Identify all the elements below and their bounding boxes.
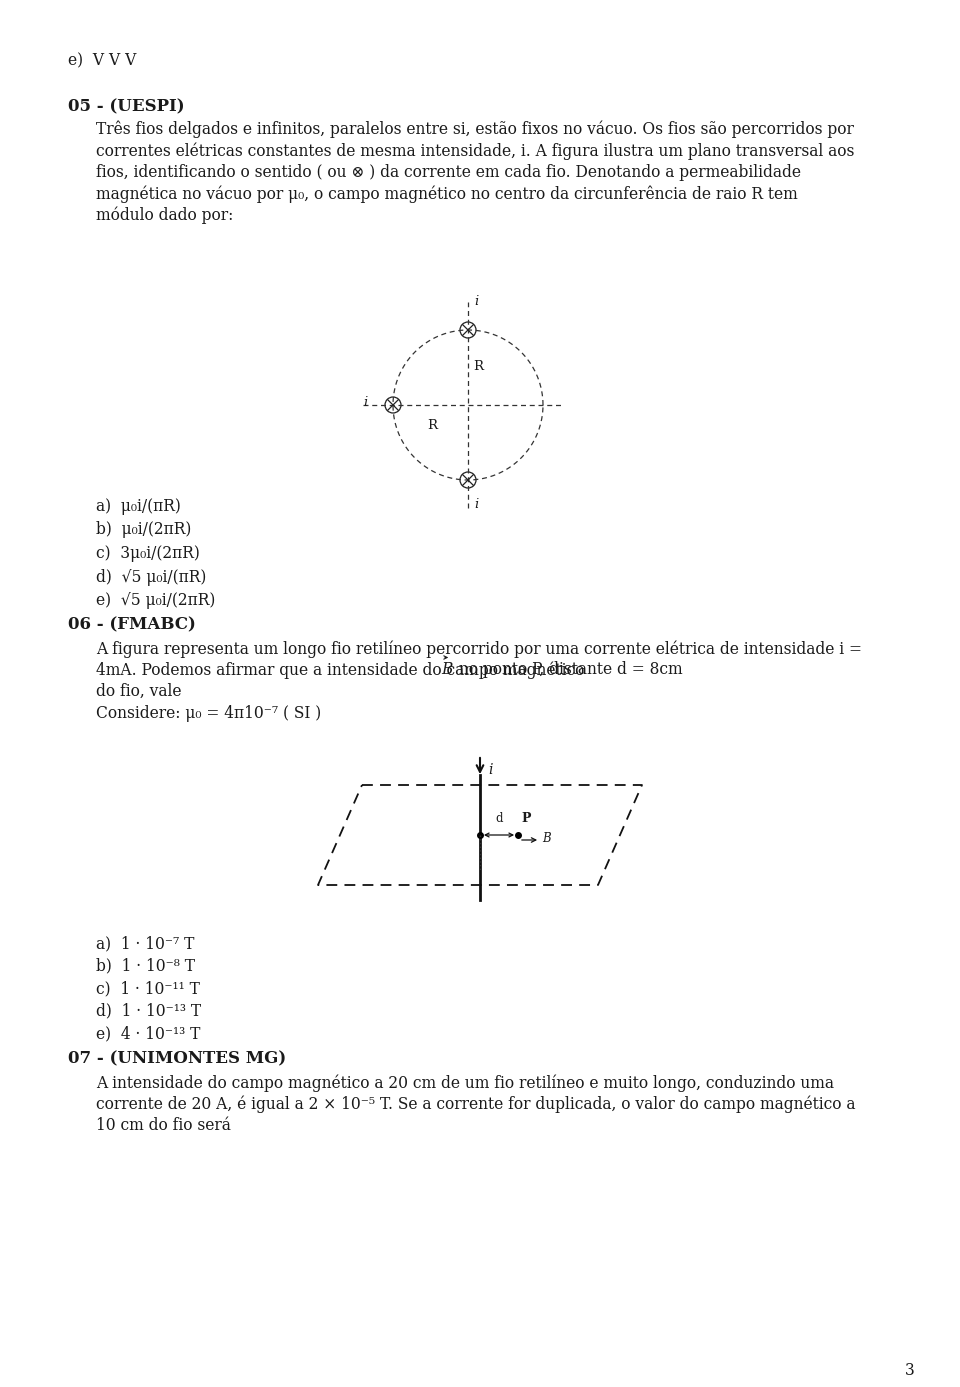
- Text: corrente de 20 A, é igual a 2 × 10⁻⁵ T. Se a corrente for duplicada, o valor do : corrente de 20 A, é igual a 2 × 10⁻⁵ T. …: [96, 1096, 855, 1112]
- Text: B: B: [442, 662, 452, 678]
- Text: 05 - (UESPI): 05 - (UESPI): [68, 98, 184, 115]
- Text: d)  √5 μ₀i/(πR): d) √5 μ₀i/(πR): [96, 569, 206, 585]
- Text: Três fios delgados e infinitos, paralelos entre si, estão fixos no vácuo. Os fio: Três fios delgados e infinitos, paralelo…: [96, 121, 853, 139]
- Text: módulo dado por:: módulo dado por:: [96, 207, 233, 225]
- Text: P: P: [521, 811, 531, 825]
- Text: e)  V V V: e) V V V: [68, 51, 136, 69]
- Text: d)  1 · 10⁻¹³ T: d) 1 · 10⁻¹³ T: [96, 1003, 202, 1019]
- Text: 4mA. Podemos afirmar que a intensidade do campo magnético: 4mA. Podemos afirmar que a intensidade d…: [96, 662, 594, 680]
- Text: e)  √5 μ₀i/(2πR): e) √5 μ₀i/(2πR): [96, 592, 215, 609]
- Text: do fio, vale: do fio, vale: [96, 682, 181, 700]
- Text: a)  μ₀i/(πR): a) μ₀i/(πR): [96, 498, 180, 515]
- Text: A intensidade do campo magnético a 20 cm de um fio retilíneo e muito longo, cond: A intensidade do campo magnético a 20 cm…: [96, 1074, 834, 1092]
- Text: Considere: μ₀ = 4π10⁻⁷ ( SI ): Considere: μ₀ = 4π10⁻⁷ ( SI ): [96, 705, 322, 721]
- Text: 07 - (UNIMONTES MG): 07 - (UNIMONTES MG): [68, 1050, 286, 1067]
- Text: c)  3μ₀i/(2πR): c) 3μ₀i/(2πR): [96, 545, 200, 562]
- Text: d: d: [495, 811, 503, 825]
- Text: correntes elétricas constantes de mesma intensidade, i. A figura ilustra um plan: correntes elétricas constantes de mesma …: [96, 143, 854, 160]
- Text: i: i: [364, 397, 368, 409]
- Text: 10 cm do fio será: 10 cm do fio será: [96, 1117, 230, 1135]
- Text: a)  1 · 10⁻⁷ T: a) 1 · 10⁻⁷ T: [96, 935, 194, 951]
- Text: A figura representa um longo fio retilíneo percorrido por uma corrente elétrica : A figura representa um longo fio retilín…: [96, 639, 862, 657]
- Text: magnética no vácuo por μ₀, o campo magnético no centro da circunferência de raio: magnética no vácuo por μ₀, o campo magné…: [96, 186, 798, 203]
- Text: B: B: [542, 831, 551, 845]
- Text: i: i: [474, 295, 478, 308]
- Text: b)  μ₀i/(2πR): b) μ₀i/(2πR): [96, 522, 191, 538]
- Text: b)  1 · 10⁻⁸ T: b) 1 · 10⁻⁸ T: [96, 957, 195, 975]
- Text: 3: 3: [905, 1362, 915, 1379]
- Text: 06 - (FMABC): 06 - (FMABC): [68, 616, 196, 632]
- Text: i: i: [474, 498, 478, 510]
- Text: R: R: [427, 419, 437, 431]
- Text: i: i: [488, 763, 492, 777]
- Text: fios, identificando o sentido ( ou ⊗ ) da corrente em cada fio. Denotando a perm: fios, identificando o sentido ( ou ⊗ ) d…: [96, 164, 801, 180]
- Text: R: R: [473, 359, 483, 373]
- Text: no ponto ​P, distante d = 8cm: no ponto ​P, distante d = 8cm: [454, 662, 683, 678]
- Text: e)  4 · 10⁻¹³ T: e) 4 · 10⁻¹³ T: [96, 1025, 201, 1042]
- Text: c)  1 · 10⁻¹¹ T: c) 1 · 10⁻¹¹ T: [96, 981, 200, 997]
